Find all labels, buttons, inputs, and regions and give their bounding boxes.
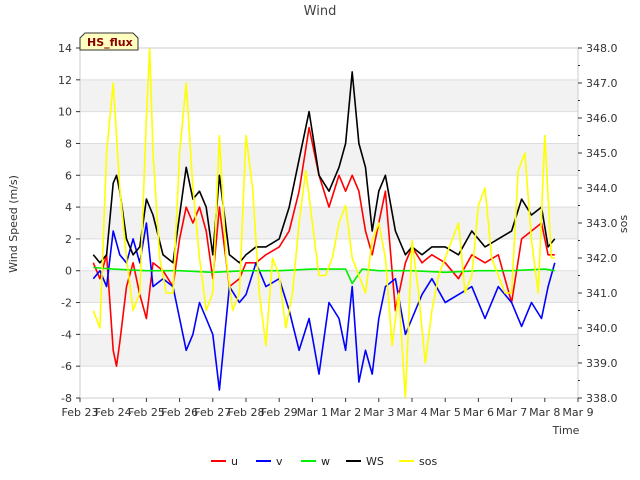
y-axis-right: 338.0 339.0 340.0 341.0 342.0 343.0 344.0 345.0…: [578, 42, 618, 405]
x-tick-label: Feb 28: [228, 406, 265, 419]
legend-label: u: [231, 455, 238, 468]
y-tick-label: 12: [58, 74, 72, 87]
band-9: [80, 79, 578, 112]
x-axis-label: Time: [552, 424, 580, 437]
legend-label: sos: [419, 455, 437, 468]
series-line-v: [92, 222, 556, 391]
y2-tick-label: 342.0: [586, 252, 618, 265]
x-tick-label: Feb 26: [161, 406, 198, 419]
x-tick-label: Mar 5: [430, 406, 461, 419]
legend-label: WS: [366, 455, 384, 468]
series-line-ws: [92, 71, 556, 264]
y-tick-label: -4: [61, 328, 72, 341]
legend-item-w: w: [301, 455, 330, 468]
y2-tick-label: 340.0: [586, 322, 618, 335]
y2-tick-label: 347.0: [586, 77, 618, 90]
y2-tick-label: 346.0: [586, 112, 618, 125]
legend-label: v: [276, 455, 283, 468]
y-tick-label: 6: [65, 169, 72, 182]
y-axis-label: Wind Speed (m/s): [7, 175, 20, 273]
legend-item-v: v: [256, 455, 283, 468]
chart-title: Wind: [304, 4, 337, 19]
y-tick-label: 4: [65, 201, 72, 214]
badge-label: HS_flux: [87, 36, 133, 49]
band-1: [80, 334, 578, 367]
series-line-u: [92, 126, 555, 368]
x-tick-label: Mar 3: [363, 406, 394, 419]
legend: u v w WS sos: [211, 455, 437, 468]
band-5: [80, 207, 578, 239]
y-tick-label: -2: [61, 297, 72, 310]
y-tick-label: 2: [65, 233, 72, 246]
x-tick-label: Feb 27: [194, 406, 231, 419]
y-tick-label: 0: [65, 265, 72, 278]
x-tick-label: Feb 25: [128, 406, 165, 419]
background-bands: [80, 79, 578, 367]
y2-tick-label: 341.0: [586, 287, 618, 300]
x-tick-label: Mar 8: [529, 406, 560, 419]
x-tick-label: Mar 4: [396, 406, 427, 419]
x-tick-label: Mar 9: [562, 406, 593, 419]
y-axis-left: -8 -6 -4 -2 0 2 4 6 8 10 12 14: [58, 42, 80, 405]
y-tick-label: -8: [61, 392, 72, 405]
x-tick-label: Feb 24: [95, 406, 132, 419]
x-tick-label: Feb 23: [62, 406, 99, 419]
y-tick-label: 8: [65, 137, 72, 150]
x-tick-label: Mar 6: [463, 406, 494, 419]
y2-tick-label: 338.0: [586, 392, 618, 405]
hs-flux-badge: HS_flux: [79, 32, 139, 51]
y2-tick-label: 339.0: [586, 357, 618, 370]
x-tick-label: Mar 2: [330, 406, 361, 419]
legend-item-sos: sos: [399, 455, 437, 468]
band-7: [80, 143, 578, 176]
y-tick-label: 14: [58, 42, 72, 55]
y2-axis-label: sos: [617, 215, 630, 233]
y2-tick-label: 343.0: [586, 217, 618, 230]
legend-label: w: [321, 455, 330, 468]
series-line-sos: [92, 47, 555, 399]
y2-tick-label: 348.0: [586, 42, 618, 55]
legend-item-u: u: [211, 455, 238, 468]
series-lines: [92, 47, 556, 399]
y2-tick-label: 344.0: [586, 182, 618, 195]
x-tick-label: Mar 7: [496, 406, 527, 419]
y2-tick-label: 345.0: [586, 147, 618, 160]
x-tick-label: Feb 29: [261, 406, 298, 419]
y-tick-label: 10: [58, 106, 72, 119]
y-tick-label: -6: [61, 360, 72, 373]
x-tick-label: Mar 1: [297, 406, 328, 419]
legend-item-ws: WS: [346, 455, 384, 468]
